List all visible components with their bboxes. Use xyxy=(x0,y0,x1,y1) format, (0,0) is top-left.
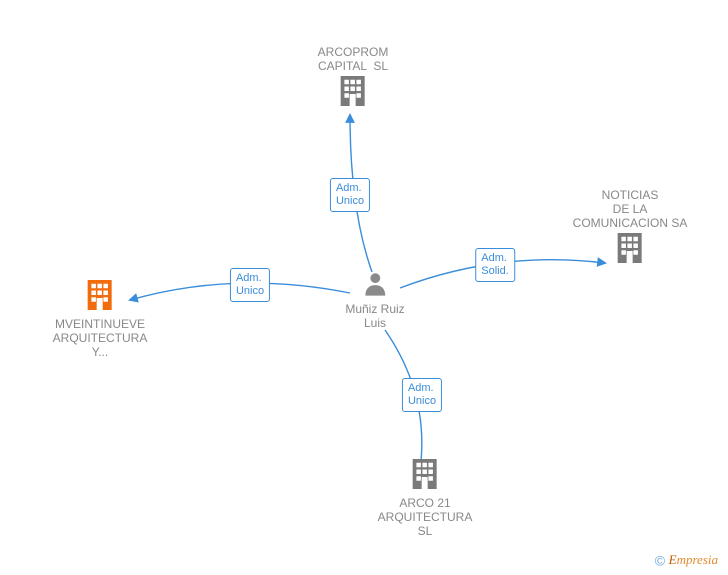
edge-arcoprom xyxy=(350,115,372,272)
building-icon xyxy=(318,73,389,109)
brand-name: Empresia xyxy=(669,552,718,567)
edges-layer xyxy=(0,0,728,575)
building-icon xyxy=(612,230,648,266)
node-label: Muñiz Ruiz Luis xyxy=(345,302,404,330)
person-icon xyxy=(345,270,404,298)
edge-arco21 xyxy=(385,330,422,470)
node-arco21: ARCO 21 ARQUITECTURA SL xyxy=(378,456,473,538)
diagram-canvas: Muñiz Ruiz Luis ARCOPROM CAPITAL SL NOTIC… xyxy=(0,0,728,575)
building-icon xyxy=(53,277,148,313)
copyright-symbol: © xyxy=(655,553,665,569)
edge-label-arco21: Adm. Unico xyxy=(402,378,442,412)
building-icon xyxy=(573,230,688,266)
node-label: ARCO 21 ARQUITECTURA SL xyxy=(378,496,473,538)
edge-label-m29: Adm. Unico xyxy=(230,268,270,302)
person-icon xyxy=(361,270,389,298)
node-arcoprom: ARCOPROM CAPITAL SL xyxy=(318,41,389,109)
center-node: Muñiz Ruiz Luis xyxy=(345,270,404,330)
node-label: NOTICIAS DE LA COMUNICACION SA xyxy=(573,188,688,230)
node-m29: MVEINTINUEVE ARQUITECTURA Y... xyxy=(53,277,148,359)
building-icon xyxy=(378,456,473,492)
watermark: © Empresia xyxy=(655,552,718,569)
edge-label-arcoprom: Adm. Unico xyxy=(330,178,370,212)
edge-m29 xyxy=(130,283,350,300)
node-noticias: NOTICIAS DE LA COMUNICACION SA xyxy=(573,184,688,266)
node-label: ARCOPROM CAPITAL SL xyxy=(318,45,389,73)
edge-label-noticias: Adm. Solid. xyxy=(475,248,515,282)
building-icon xyxy=(335,73,371,109)
edge-noticias xyxy=(400,260,605,288)
node-label: MVEINTINUEVE ARQUITECTURA Y... xyxy=(53,317,148,359)
building-icon xyxy=(407,456,443,492)
building-icon xyxy=(82,277,118,313)
